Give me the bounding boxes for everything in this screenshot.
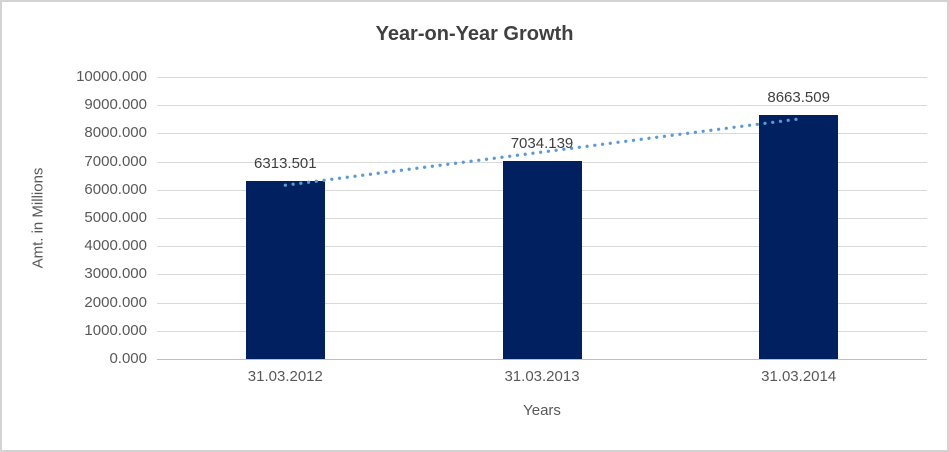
x-tick-label: 31.03.2014 [761, 368, 837, 385]
plot-area: 6313.501 7034.139 8663.509 [157, 77, 927, 360]
data-label: 6313.501 [254, 154, 317, 172]
y-tick-label: 2000.000 [84, 293, 147, 311]
trendline-dotted [283, 117, 801, 187]
y-tick-label: 0.000 [109, 350, 147, 367]
y-tick-label: 5000.000 [84, 209, 147, 226]
gridline [157, 133, 927, 135]
data-label: 8663.509 [767, 88, 830, 106]
y-tick-label: 4000.000 [84, 237, 147, 255]
y-tick-label: 3000.000 [84, 265, 147, 283]
data-label: 7034.139 [510, 134, 574, 152]
gridline [157, 105, 927, 107]
y-tick-label: 9000.000 [84, 96, 147, 114]
x-tick-label: 31.03.2012 [247, 368, 323, 385]
bar-31.03.2014 [759, 114, 839, 359]
y-tick-label: 10000.000 [76, 68, 147, 85]
x-axis-title: Years [523, 402, 561, 419]
y-tick-label: 6000.000 [84, 180, 147, 198]
y-tick-label: 1000.000 [84, 321, 147, 339]
bar-31.03.2013 [502, 160, 582, 359]
chart-title: Year-on-Year Growth [375, 23, 574, 45]
x-tick-label: 31.03.2013 [504, 368, 580, 385]
gridline [157, 77, 927, 78]
bar-31.03.2012 [245, 180, 325, 359]
y-tick-label: 7000.000 [84, 152, 147, 170]
y-tick-label: 8000.000 [84, 124, 147, 142]
